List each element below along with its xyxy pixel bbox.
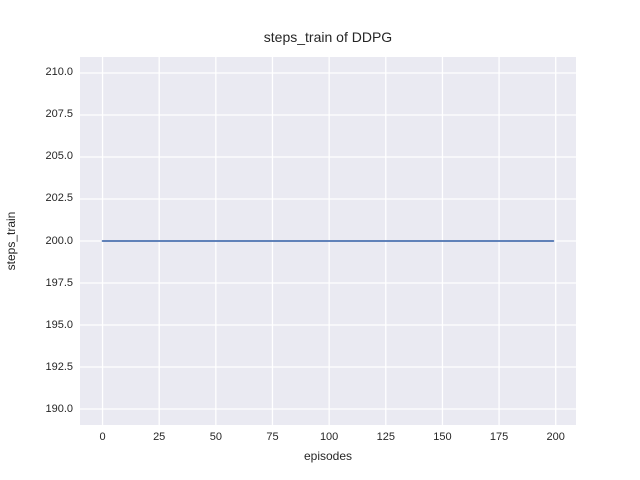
plot-canvas	[80, 57, 576, 425]
chart-title: steps_train of DDPG	[263, 29, 393, 45]
x-tick-label: 25	[153, 431, 166, 443]
x-tick-label: 75	[266, 431, 279, 443]
x-tick-label: 100	[319, 431, 339, 443]
x-axis-label: episodes	[303, 449, 353, 463]
y-tick-label: 200.0	[45, 234, 73, 247]
x-tick-label: 0	[99, 431, 106, 443]
y-tick-label: 210.0	[45, 66, 73, 79]
x-tick-label: 150	[433, 431, 452, 443]
y-tick-label: 197.5	[45, 276, 73, 289]
y-tick-label: 205.0	[45, 150, 73, 163]
y-tick-label: 190.0	[45, 402, 73, 415]
x-tick-label: 50	[209, 431, 222, 443]
plot-area	[80, 57, 576, 425]
x-tick-label: 175	[489, 431, 509, 443]
x-tick-label: 125	[376, 431, 395, 443]
y-tick-label: 202.5	[45, 192, 73, 205]
y-tick-label: 192.5	[45, 360, 73, 373]
x-tick-label: 200	[546, 431, 565, 443]
y-tick-label: 207.5	[45, 108, 73, 121]
y-tick-label: 195.0	[45, 318, 73, 331]
